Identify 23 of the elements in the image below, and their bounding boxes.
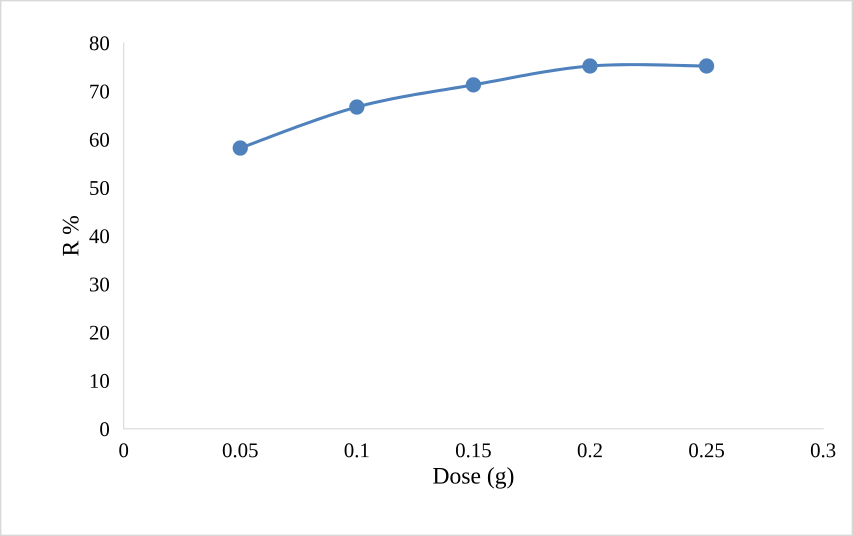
point — [698, 58, 714, 74]
x-tick-label: 0.05 — [222, 443, 258, 458]
y-tick-label: 50 — [90, 180, 109, 196]
x-tick-label: 0.2 — [578, 443, 602, 458]
y-tick-label: 40 — [89, 229, 109, 244]
y-tick-label: 0 — [100, 422, 109, 436]
y-tick-label: 80 — [90, 36, 109, 50]
y-axis-title: R % — [62, 216, 79, 256]
x-tick-label: 0 — [119, 443, 128, 458]
x-tick-label: 0.1 — [344, 443, 369, 458]
x-tick-label: 0.15 — [456, 443, 491, 458]
x-tick-label: 0.25 — [689, 443, 724, 458]
y-tick-label: 30 — [90, 277, 109, 292]
point — [232, 140, 248, 156]
y-tick-label: 60 — [90, 132, 109, 147]
y-tick-label: 70 — [90, 84, 109, 99]
point — [349, 99, 364, 115]
y-tick-label: 10 — [90, 374, 109, 388]
x-axis-title: Dose (g) — [433, 467, 514, 489]
point — [582, 58, 598, 74]
y-tick-label: 20 — [90, 326, 109, 340]
point — [466, 77, 482, 92]
x-tick-label: 0.3 — [810, 443, 836, 458]
